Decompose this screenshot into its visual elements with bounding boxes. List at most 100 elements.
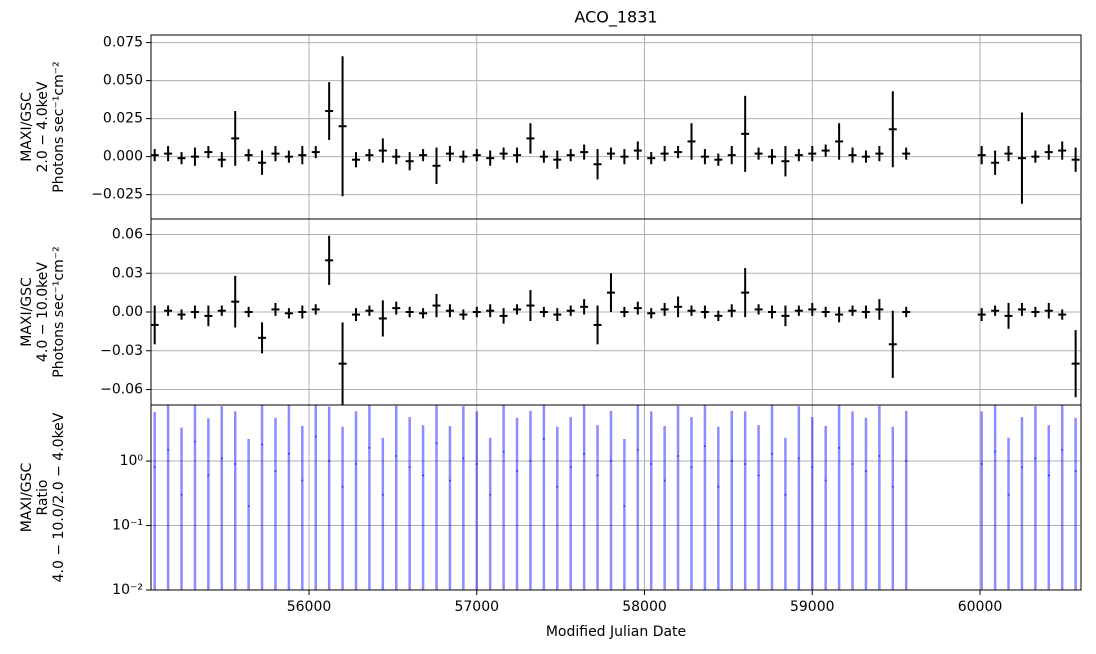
y-tick-label: 0.000 [103, 149, 143, 165]
point [408, 466, 411, 469]
y-axis-label: 4.0 − 10.0keV [35, 262, 51, 362]
point [287, 452, 290, 455]
point [542, 437, 545, 440]
point [1020, 466, 1023, 469]
point [180, 493, 183, 496]
point [891, 485, 894, 488]
y-tick-label: 10⁻² [112, 582, 143, 598]
point [980, 462, 983, 465]
point [556, 485, 559, 488]
point [1074, 470, 1077, 473]
series [151, 235, 1080, 405]
point [274, 470, 277, 473]
point [341, 485, 344, 488]
point [489, 493, 492, 496]
point [475, 462, 478, 465]
point [368, 446, 371, 449]
point [744, 462, 747, 465]
point [596, 474, 599, 477]
y-axis-label: MAXI/GSC [19, 462, 35, 532]
point [167, 448, 170, 451]
point [636, 448, 639, 451]
y-tick-label: 0.075 [103, 35, 143, 51]
y-tick-label: −0.03 [100, 343, 143, 359]
point [1047, 474, 1050, 477]
point [153, 466, 156, 469]
plot-frame [150, 34, 1082, 220]
point [354, 462, 357, 465]
y-axis-label: Photons sec⁻¹cm⁻² [51, 246, 67, 378]
y-tick-label: −0.025 [91, 187, 143, 203]
point [730, 460, 733, 463]
point [797, 457, 800, 460]
point [650, 462, 653, 465]
point [502, 450, 505, 453]
y-tick-label: 0.03 [112, 265, 143, 281]
y-axis-label: MAXI/GSC [19, 92, 35, 162]
point [905, 460, 908, 463]
point [864, 470, 867, 473]
point [583, 452, 586, 455]
point [193, 440, 196, 443]
point [994, 450, 997, 453]
point [247, 505, 250, 508]
point [462, 457, 465, 460]
y-tick-label: 0.050 [103, 73, 143, 89]
point [207, 474, 210, 477]
y-tick-label: 0.06 [112, 227, 143, 243]
y-tick-label: 10⁰ [120, 453, 144, 469]
point [717, 485, 720, 488]
point [422, 474, 425, 477]
x-tick-label: 58000 [622, 599, 667, 615]
x-axis-label: Modified Julian Date [546, 624, 686, 640]
point [824, 479, 827, 482]
y-axis-label: 2.0 − 4.0keV [35, 81, 51, 172]
point [381, 493, 384, 496]
point [677, 454, 680, 457]
point [757, 474, 760, 477]
point [851, 462, 854, 465]
x-tick-label: 59000 [790, 599, 835, 615]
point [771, 452, 774, 455]
point [435, 442, 438, 445]
point [663, 479, 666, 482]
point [1061, 448, 1064, 451]
point [878, 454, 881, 457]
y-axis-label: MAXI/GSC [19, 277, 35, 347]
y-tick-label: −0.06 [100, 382, 143, 398]
point [395, 454, 398, 457]
series [151, 56, 1080, 204]
point [448, 479, 451, 482]
x-tick-label: 57000 [454, 599, 499, 615]
plot-frame [150, 404, 1082, 591]
y-axis-label: Photons sec⁻¹cm⁻² [51, 61, 67, 193]
y-tick-label: 0.025 [103, 111, 143, 127]
series [153, 405, 1077, 590]
x-tick-label: 60000 [958, 599, 1003, 615]
point [314, 435, 317, 438]
point [569, 466, 572, 469]
y-axis-label: Ratio [35, 480, 51, 516]
point [234, 462, 237, 465]
y-tick-label: 10⁻¹ [112, 518, 143, 534]
point [301, 479, 304, 482]
point [529, 460, 532, 463]
point [328, 460, 331, 463]
point [1007, 493, 1010, 496]
x-tick-label: 56000 [287, 599, 332, 615]
chart-title: ACO_1831 [574, 8, 657, 28]
point [703, 445, 706, 448]
point [811, 466, 814, 469]
point [261, 443, 264, 446]
point [623, 505, 626, 508]
point [516, 470, 519, 473]
point [838, 446, 841, 449]
point [609, 460, 612, 463]
point [690, 466, 693, 469]
point [220, 457, 223, 460]
y-tick-label: 0.00 [112, 304, 143, 320]
point [1034, 457, 1037, 460]
y-axis-label: 4.0 − 10.0/2.0 − 4.0keV [51, 412, 67, 582]
point [784, 493, 787, 496]
